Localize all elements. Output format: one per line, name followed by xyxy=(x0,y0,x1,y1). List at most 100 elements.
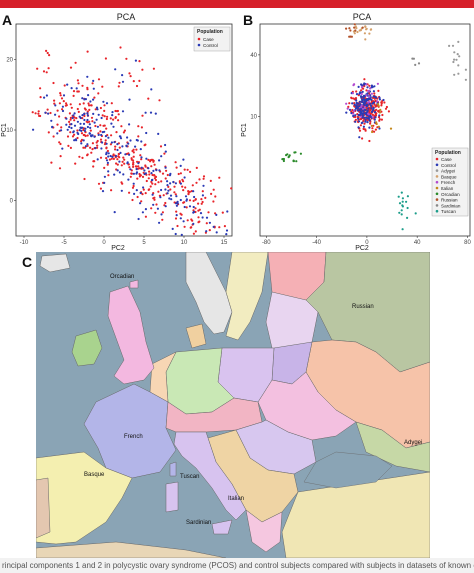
point-control xyxy=(358,100,362,103)
point-case xyxy=(148,170,151,173)
point-case xyxy=(177,172,180,176)
point-tuscan xyxy=(401,228,404,231)
map-label-tuscan: Tuscan xyxy=(180,474,199,480)
point-control xyxy=(155,169,158,172)
x-tick-label: 0 xyxy=(102,240,106,246)
point-control xyxy=(111,114,114,117)
point-case xyxy=(69,66,73,69)
point-orcadian xyxy=(288,155,291,158)
chart-a-ylabel: PC1 xyxy=(1,123,8,137)
point-case xyxy=(197,202,200,205)
point-case xyxy=(99,138,103,141)
point-control xyxy=(119,137,123,140)
point-control xyxy=(192,205,195,209)
point-case xyxy=(60,126,63,129)
point-case xyxy=(358,129,362,132)
point-case xyxy=(83,177,86,181)
point-control xyxy=(364,118,367,121)
map-label-basque: Basque xyxy=(84,472,105,478)
point-case xyxy=(112,157,115,160)
point-case xyxy=(72,94,75,97)
map-label-russian: Russian xyxy=(352,304,374,310)
point-case xyxy=(201,200,204,204)
legend-marker xyxy=(435,175,439,178)
point-case xyxy=(92,165,95,168)
point-case xyxy=(200,202,203,205)
benelux-shape xyxy=(149,351,177,403)
point-russian xyxy=(353,26,356,29)
point-control xyxy=(107,170,110,173)
point-case xyxy=(46,51,49,55)
y-tick-label: 10 xyxy=(6,128,13,134)
point-case xyxy=(59,94,62,97)
point-control xyxy=(31,128,35,131)
point-control xyxy=(357,113,360,117)
point-case xyxy=(150,207,153,210)
point-control xyxy=(109,154,112,158)
point-case xyxy=(190,218,193,221)
point-case xyxy=(221,211,224,214)
point-italian xyxy=(377,125,380,128)
point-case xyxy=(204,196,207,199)
point-orcadian xyxy=(286,153,289,156)
point-case xyxy=(188,199,192,202)
point-control xyxy=(96,158,99,161)
point-sardinian xyxy=(414,63,417,66)
point-case xyxy=(175,210,178,213)
point-control xyxy=(107,136,110,139)
point-control xyxy=(158,169,161,172)
point-case xyxy=(119,46,122,49)
point-case xyxy=(87,102,90,105)
legend-marker xyxy=(435,157,439,161)
point-case xyxy=(45,49,48,53)
point-control xyxy=(350,112,353,115)
north-africa-shape xyxy=(36,541,227,558)
point-control xyxy=(71,116,74,120)
point-control xyxy=(356,107,359,110)
point-case xyxy=(147,158,150,161)
point-control xyxy=(369,104,373,107)
point-italian xyxy=(371,130,374,134)
point-control xyxy=(129,139,132,142)
point-control xyxy=(113,173,116,176)
point-case xyxy=(197,221,200,224)
point-control xyxy=(164,143,167,147)
point-control xyxy=(378,98,381,101)
point-case xyxy=(147,97,150,100)
point-case xyxy=(88,104,91,107)
point-adygei xyxy=(451,44,455,47)
point-control xyxy=(179,182,182,185)
point-orcadian xyxy=(293,151,296,154)
point-case xyxy=(109,117,112,120)
point-case xyxy=(148,173,151,176)
point-case xyxy=(129,175,132,178)
point-case xyxy=(108,158,111,161)
point-control xyxy=(132,172,135,175)
point-french xyxy=(376,82,379,85)
point-case xyxy=(150,165,153,168)
point-case xyxy=(230,187,233,190)
point-control xyxy=(192,222,195,225)
point-control xyxy=(360,111,363,114)
point-case xyxy=(136,195,139,199)
point-adygei xyxy=(457,64,460,67)
point-case xyxy=(86,88,89,91)
point-control xyxy=(122,173,125,176)
pca-chart-a: PCA -10 -5 0 5 10 15 0 10 20 PC2 PC1 Population C… xyxy=(1,12,233,250)
point-case xyxy=(142,188,145,191)
point-case xyxy=(80,140,83,143)
point-control xyxy=(116,143,119,146)
point-russian xyxy=(354,29,357,32)
point-case xyxy=(31,111,34,114)
point-case xyxy=(106,149,109,153)
point-case xyxy=(117,113,120,116)
point-case xyxy=(152,197,155,200)
point-case xyxy=(350,96,353,99)
point-case xyxy=(373,92,376,95)
legend-entry: Control xyxy=(203,43,218,48)
point-case xyxy=(149,185,152,188)
point-control xyxy=(135,189,138,192)
point-control xyxy=(145,157,148,160)
point-control xyxy=(50,119,53,122)
point-case xyxy=(183,225,186,228)
